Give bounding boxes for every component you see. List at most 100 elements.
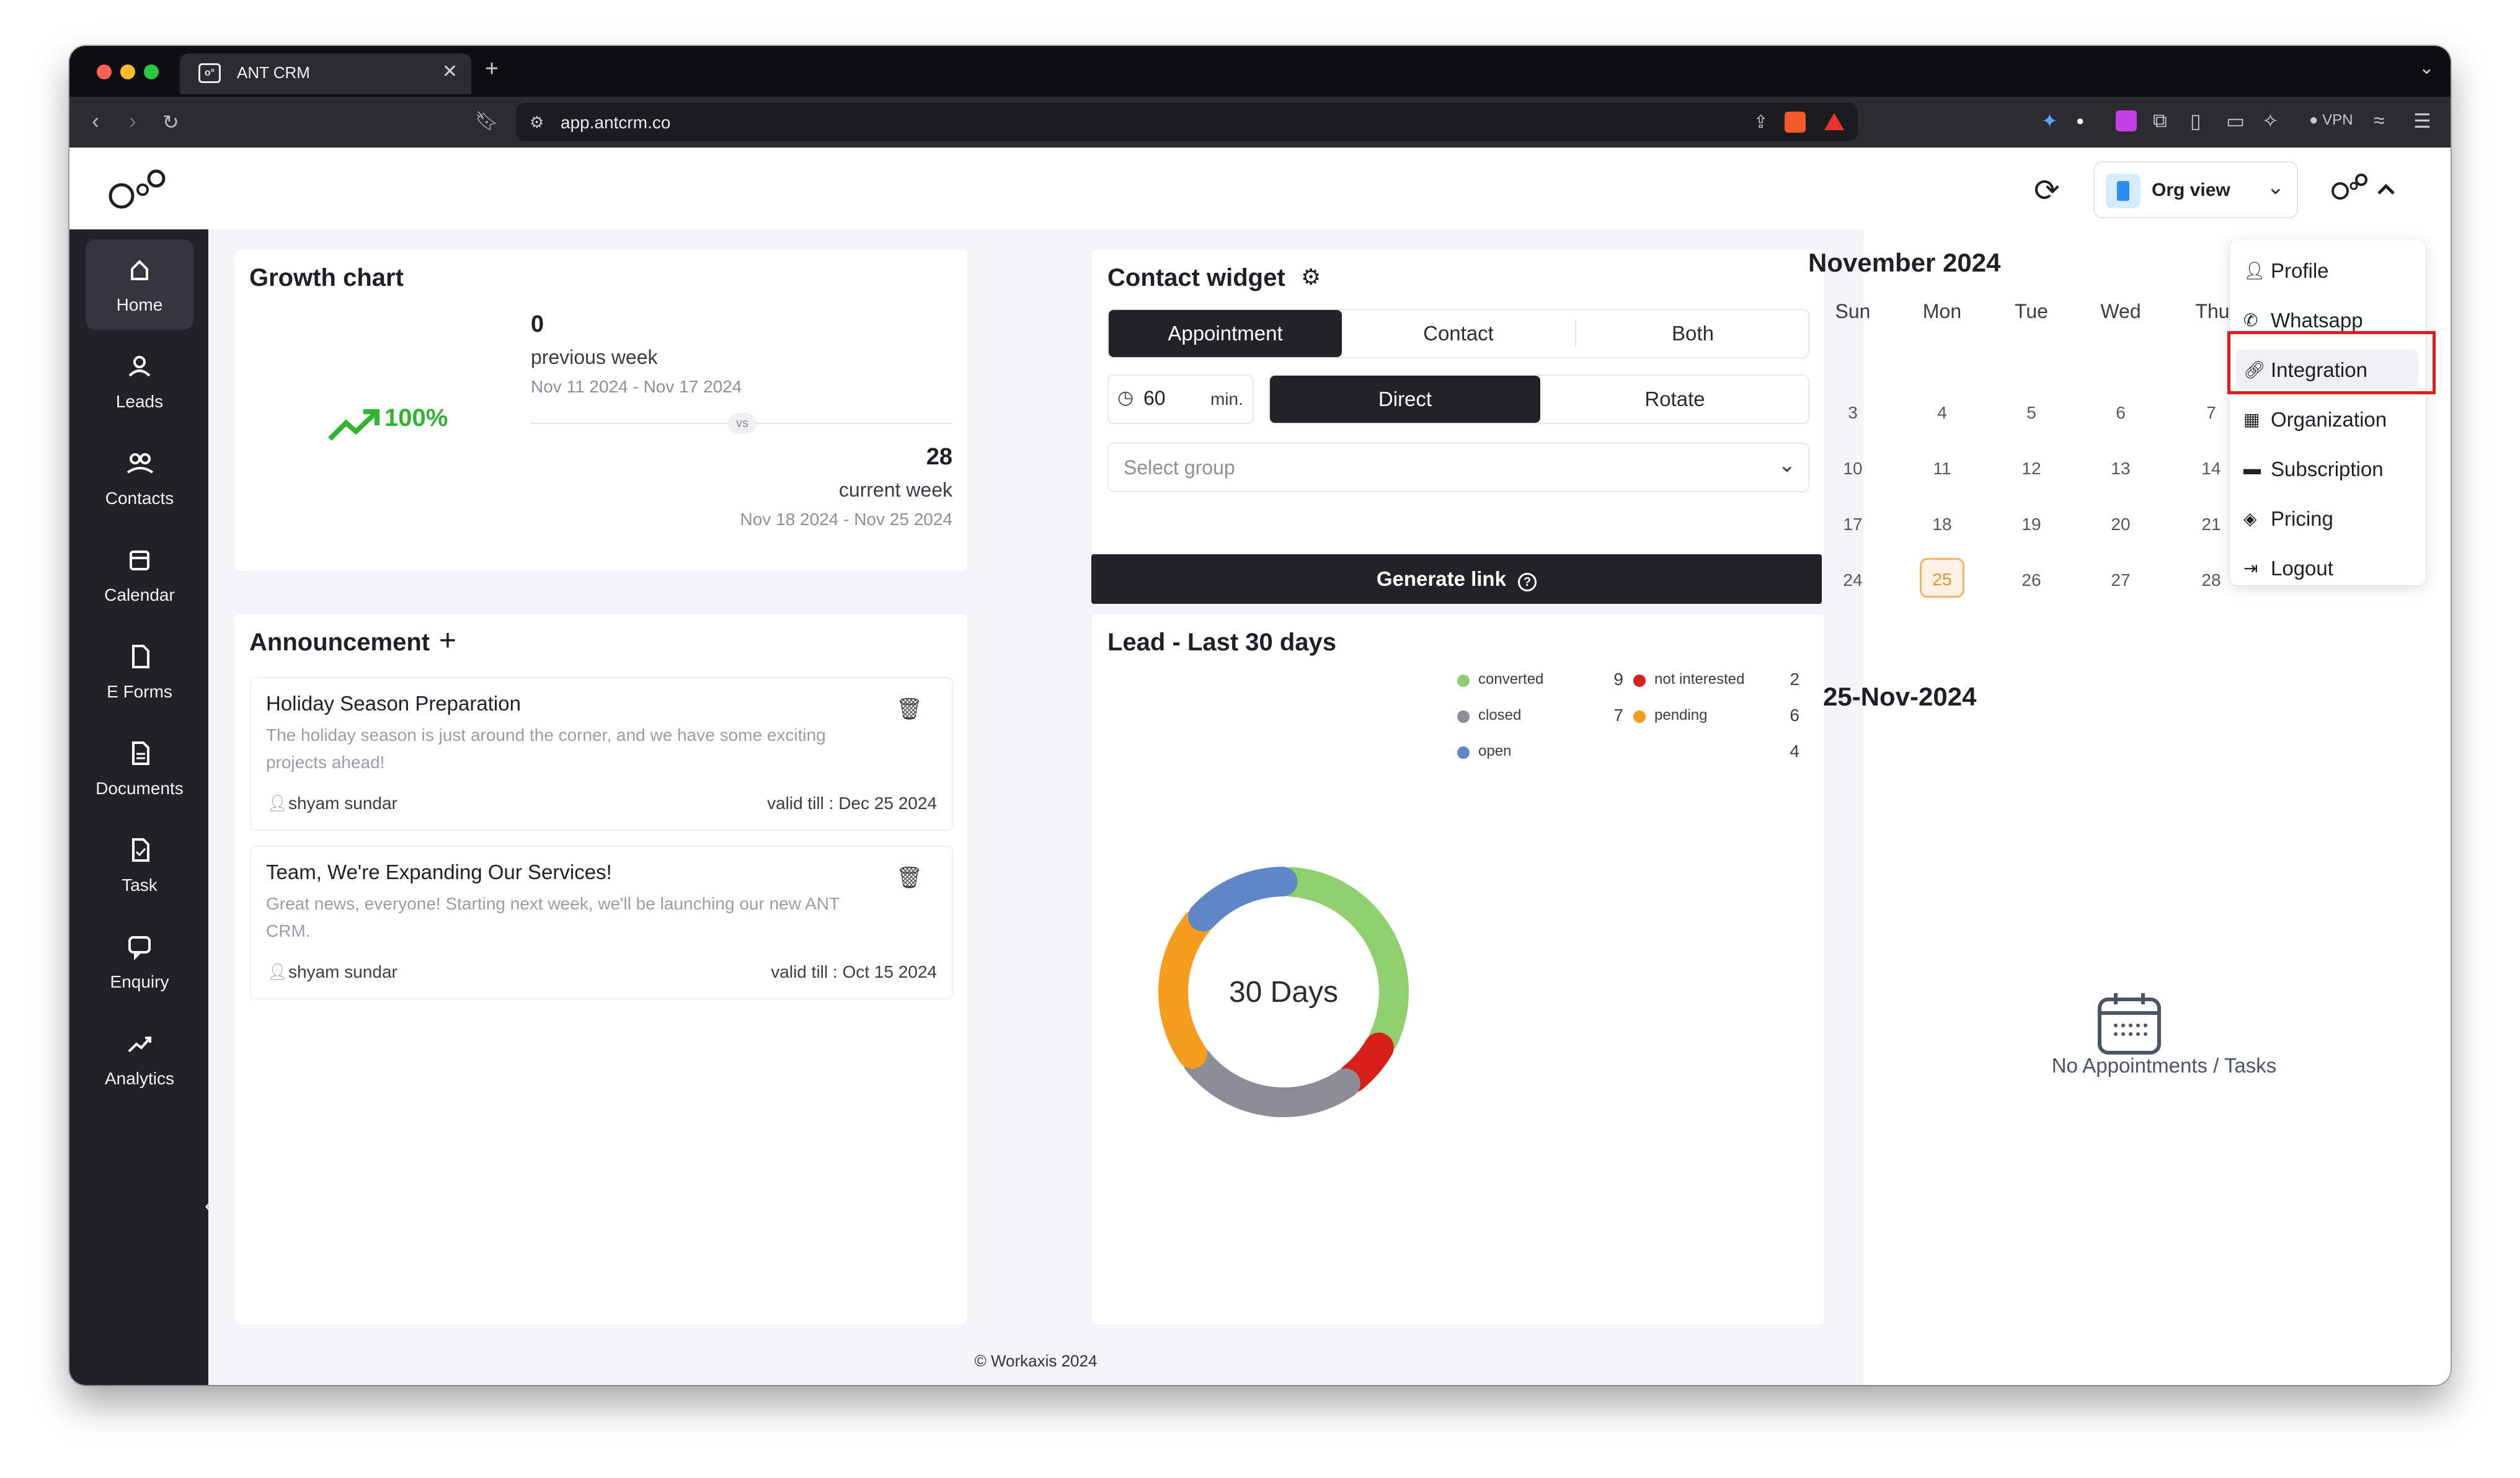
menu-item-whatsapp[interactable]: ✆ Whatsapp (2230, 298, 2426, 341)
calendar-day[interactable]: 13 (2111, 459, 2131, 478)
bookmark-icon[interactable]: 🔖︎ (475, 111, 499, 131)
announcement-item[interactable]: Holiday Season Preparation The holiday s… (250, 677, 953, 831)
brave-rewards-icon[interactable] (1824, 113, 1844, 130)
tab-list-chevron-icon[interactable]: ⌄ (2418, 58, 2434, 78)
calendar-day[interactable]: 17 (1843, 515, 1863, 534)
maximize-window-button[interactable] (144, 64, 159, 79)
calendar-day[interactable]: 14 (2201, 459, 2221, 478)
calendar-day-today[interactable]: 25 (1920, 558, 1964, 598)
add-announcement-icon[interactable]: + (439, 624, 457, 657)
lead-donut-chart[interactable]: 30 Days (1147, 856, 1420, 1128)
calendar-day[interactable]: 24 (1843, 570, 1863, 590)
divider (1575, 320, 1576, 347)
ant-crm-logo[interactable] (107, 165, 175, 215)
task-icon (132, 838, 149, 862)
share-icon[interactable]: ⇪ (1754, 112, 1768, 131)
legend-value: 9 (1613, 670, 1623, 689)
calendar-day[interactable]: 10 (1843, 459, 1863, 478)
mode-direct[interactable]: Direct (1270, 376, 1540, 423)
refresh-icon[interactable]: ⟳ (2034, 173, 2060, 208)
calendar-day[interactable]: 19 (2021, 515, 2041, 534)
leo-ai-icon[interactable]: ✧ (2262, 110, 2279, 132)
donut-segment-not-interested[interactable] (1338, 1032, 1394, 1093)
calendar-day[interactable]: 28 (2201, 570, 2221, 590)
calendar-day[interactable]: 11 (1933, 459, 1951, 478)
legend-dot (1457, 746, 1470, 759)
menu-item-organization[interactable]: ▦ Organization (2230, 397, 2426, 440)
duration-unit: min. (1210, 389, 1243, 409)
calendar-day[interactable]: 7 (2206, 403, 2216, 422)
extension-download-icon[interactable] (2116, 110, 2137, 131)
sidebar-item-task[interactable]: Task (86, 820, 193, 910)
announcement-item-title: Team, We're Expanding Our Services! (266, 861, 612, 883)
logout-icon: ⇥ (2243, 559, 2258, 578)
new-tab-icon[interactable]: + (485, 56, 499, 82)
site-settings-icon[interactable]: ⚙ (530, 113, 544, 131)
sidebar-item-eforms[interactable]: E Forms (86, 626, 193, 717)
announcement-item-title: Holiday Season Preparation (266, 692, 521, 715)
sidebar-item-calendar[interactable]: Calendar (86, 529, 193, 620)
calendar-day[interactable]: 26 (2021, 570, 2041, 590)
calendar-day[interactable]: 12 (2021, 459, 2041, 478)
sidebar-item-analytics[interactable]: Analytics (86, 1013, 193, 1104)
tab-close-icon[interactable]: ✕ (441, 61, 458, 82)
menu-item-integration[interactable]: 🔗︎ Integration (2230, 347, 2426, 391)
generate-link-label: Generate link (1376, 567, 1506, 590)
extension-dot-icon[interactable]: ● (2076, 113, 2085, 128)
previous-week-value: 0 (531, 311, 544, 337)
wallet-icon[interactable]: ▭ (2226, 110, 2245, 132)
calendar-day[interactable]: 21 (2201, 515, 2221, 534)
forward-icon[interactable]: › (129, 108, 136, 133)
menu-item-subscription[interactable]: ▬ Subscription (2230, 446, 2426, 490)
donut-segment-converted[interactable] (1277, 867, 1409, 1054)
close-window-button[interactable] (97, 64, 112, 79)
calendar-day[interactable]: 6 (2116, 403, 2126, 422)
generate-link-button[interactable]: Generate link ? (1091, 554, 1822, 604)
favicon-icon: o° (198, 63, 221, 83)
lead-chart-title: Lead - Last 30 days (1107, 629, 1337, 656)
speedreader-icon[interactable]: ≈ (2374, 109, 2385, 131)
extensions-icon[interactable]: ⧉ (2153, 109, 2167, 131)
donut-segment-closed[interactable] (1182, 1047, 1360, 1117)
back-icon[interactable]: ‹ (92, 108, 99, 133)
browser-tab[interactable]: o° ANT CRM ✕ (180, 53, 471, 94)
donut-segment-pending[interactable] (1158, 909, 1212, 1069)
menu-item-label: Subscription (2271, 458, 2384, 480)
calendar-day[interactable]: 4 (1937, 403, 1947, 422)
sidebar-item-leads[interactable]: Leads (86, 336, 193, 427)
sidebar-item-enquiry[interactable]: Enquiry (86, 916, 193, 1007)
group-select[interactable]: Select group ⌄ (1107, 443, 1809, 492)
tab-appointment[interactable]: Appointment (1109, 310, 1342, 357)
minimize-window-button[interactable] (120, 64, 135, 79)
sidebar-item-contacts[interactable]: Contacts (86, 433, 193, 523)
tab-contact[interactable]: Contact (1423, 322, 1494, 345)
reload-icon[interactable]: ↻ (162, 111, 179, 133)
extension-puzzle-icon[interactable]: ✦ (2041, 110, 2058, 132)
org-view-select[interactable]: Org view ⌄ (2093, 161, 2298, 218)
tab-both[interactable]: Both (1672, 322, 1714, 345)
vpn-button[interactable]: ● VPN (2309, 112, 2353, 128)
calendar-day[interactable]: 18 (1932, 515, 1952, 534)
donut-segment-open[interactable] (1187, 867, 1298, 932)
address-bar[interactable]: ⚙ app.antcrm.co ⇪ (516, 103, 1858, 141)
sidebar-item-home[interactable]: Home (86, 239, 193, 330)
delete-trash-icon[interactable]: 🗑︎ (896, 866, 923, 890)
calendar-day[interactable]: 20 (2111, 515, 2131, 534)
menu-item-logout[interactable]: ⇥ Logout (2230, 546, 2426, 589)
settings-gear-icon[interactable]: ⚙ (1301, 264, 1321, 290)
announcement-item[interactable]: Team, We're Expanding Our Services! Grea… (250, 846, 953, 999)
announcement-author: shyam sundar (288, 962, 397, 981)
delete-trash-icon[interactable]: 🗑︎ (896, 697, 923, 721)
account-menu-button[interactable] (2327, 166, 2401, 210)
sidebar-item-documents[interactable]: Documents (86, 723, 193, 813)
brave-shields-icon[interactable] (1785, 112, 1806, 133)
calendar-day[interactable]: 27 (2111, 570, 2131, 590)
sidebar-toggle-icon[interactable]: ▯ (2190, 110, 2201, 132)
menu-item-pricing[interactable]: ◈ Pricing (2230, 496, 2426, 539)
duration-field[interactable]: ◷ 60 min. (1107, 374, 1254, 424)
calendar-day[interactable]: 3 (1848, 403, 1858, 422)
menu-item-profile[interactable]: 👤︎ Profile (2230, 248, 2426, 291)
calendar-day[interactable]: 5 (2026, 403, 2036, 422)
mode-rotate[interactable]: Rotate (1644, 387, 1705, 410)
browser-menu-icon[interactable]: ☰ (2413, 110, 2431, 132)
